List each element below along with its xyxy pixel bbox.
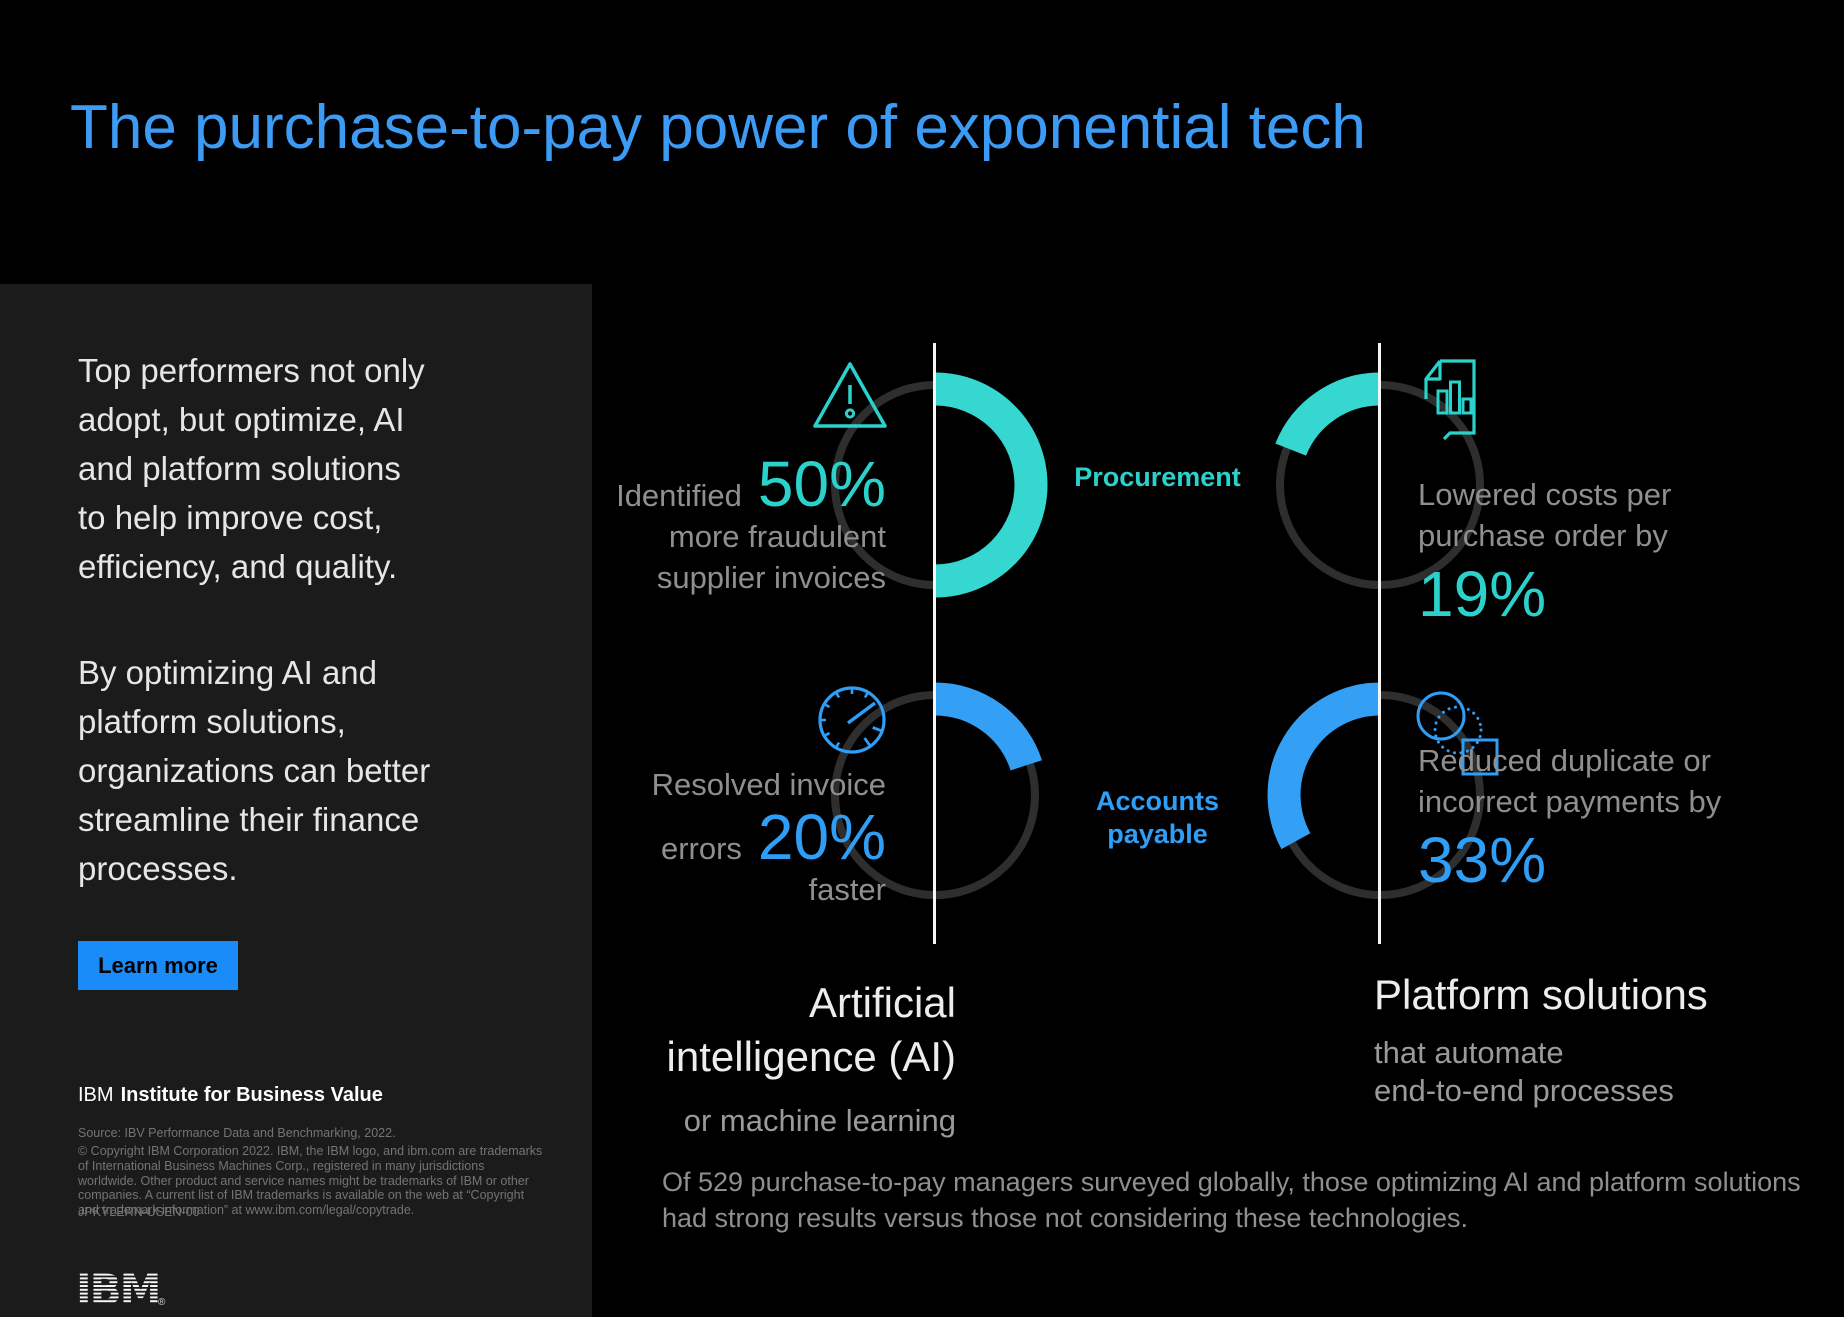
stat-procurement-ai: Identified 50% more fraudulent supplier … xyxy=(616,452,886,598)
learn-more-button[interactable]: Learn more xyxy=(78,941,238,990)
page-title: The purchase-to-pay power of exponential… xyxy=(70,93,1366,162)
stat-caption-line: Lowered costs per xyxy=(1418,477,1672,512)
stat-value: 20% xyxy=(757,801,886,873)
stat-caption-line: more fraudulent xyxy=(668,519,886,554)
intro-line: to help improve cost, xyxy=(78,499,383,536)
speedometer-icon xyxy=(818,686,886,754)
copyright-note: © Copyright IBM Corporation 2022. IBM, t… xyxy=(78,1144,543,1218)
stat-caption-line: purchase order by xyxy=(1418,518,1668,553)
warning-triangle-icon xyxy=(813,362,887,428)
survey-footnote: Of 529 purchase-to-pay managers surveyed… xyxy=(662,1164,1801,1236)
footnote-line: had strong results versus those not cons… xyxy=(662,1203,1468,1233)
intro-line: adopt, but optimize, AI xyxy=(78,401,405,438)
divider-line-right xyxy=(1378,343,1381,944)
intro-line: efficiency, and quality. xyxy=(78,548,398,585)
ibm-8bar-logo-icon: IBM xyxy=(76,1273,160,1303)
footnote-line: Of 529 purchase-to-pay managers surveyed… xyxy=(662,1167,1801,1197)
ibv-brand-bold: Institute for Business Value xyxy=(120,1084,383,1106)
row-label-accounts-payable: Accounts payable xyxy=(935,785,1380,851)
stat-value: 19% xyxy=(1418,558,1547,630)
sidebar-panel: Top performers not only adopt, but optim… xyxy=(0,284,592,1317)
stat-caption-line: Resolved invoice xyxy=(651,767,886,802)
secondary-line: platform solutions, xyxy=(78,703,346,740)
column-subtitle: end-to-end processes xyxy=(1374,1073,1674,1108)
row-label-line: Accounts xyxy=(1095,786,1220,816)
stat-caption-line: incorrect payments by xyxy=(1418,784,1722,819)
document-code: JPKYLERN-USEN-00 xyxy=(78,1205,200,1219)
row-label-procurement: Procurement xyxy=(1074,462,1241,492)
column-subtitle: or machine learning xyxy=(683,1103,956,1138)
duplicate-payments-icon xyxy=(1416,691,1499,776)
secondary-line: streamline their finance xyxy=(78,801,420,838)
stat-caption-line: Reduced duplicate or xyxy=(1418,743,1711,778)
column-label-platform: Platform solutions that automate end-to-… xyxy=(1374,968,1708,1110)
column-title-line: Platform solutions xyxy=(1374,971,1708,1018)
secondary-line: By optimizing AI and xyxy=(78,654,377,691)
report-document-icon xyxy=(1424,359,1476,441)
stat-procurement-platform: Lowered costs per purchase order by 19% xyxy=(1418,474,1671,626)
column-title-line: Artificial xyxy=(808,979,956,1026)
stat-value: 50% xyxy=(757,448,886,520)
secondary-line: organizations can better xyxy=(78,752,431,789)
stat-value: 33% xyxy=(1418,824,1547,896)
stat-lead: errors xyxy=(660,831,742,866)
intro-paragraph: Top performers not only adopt, but optim… xyxy=(78,346,425,591)
secondary-paragraph: By optimizing AI and platform solutions,… xyxy=(78,648,430,893)
ibm-wordmark-text: IBM xyxy=(78,1084,114,1106)
row-label-line: payable xyxy=(1107,819,1208,849)
intro-line: and platform solutions xyxy=(78,450,401,487)
column-label-ai: Artificial intelligence (AI) or machine … xyxy=(667,976,956,1140)
intro-line: Top performers not only xyxy=(78,352,425,389)
stat-caption-line: faster xyxy=(808,872,886,907)
source-note: Source: IBV Performance Data and Benchma… xyxy=(78,1126,396,1140)
stat-caption-line: supplier invoices xyxy=(656,560,886,595)
column-subtitle: that automate xyxy=(1374,1035,1564,1070)
stat-lead: Identified xyxy=(616,478,742,513)
secondary-line: processes. xyxy=(78,850,238,887)
registered-mark: ® xyxy=(158,1297,166,1308)
stat-ap-platform: Reduced duplicate or incorrect payments … xyxy=(1418,740,1721,892)
divider-line-left xyxy=(933,343,936,944)
stat-ap-ai: Resolved invoice errors 20% faster xyxy=(652,764,886,910)
ibv-brand-line: IBM Institute for Business Value xyxy=(78,1084,383,1107)
column-title-line: intelligence (AI) xyxy=(666,1033,956,1080)
ibm-logo: IBM ® xyxy=(76,1268,176,1312)
